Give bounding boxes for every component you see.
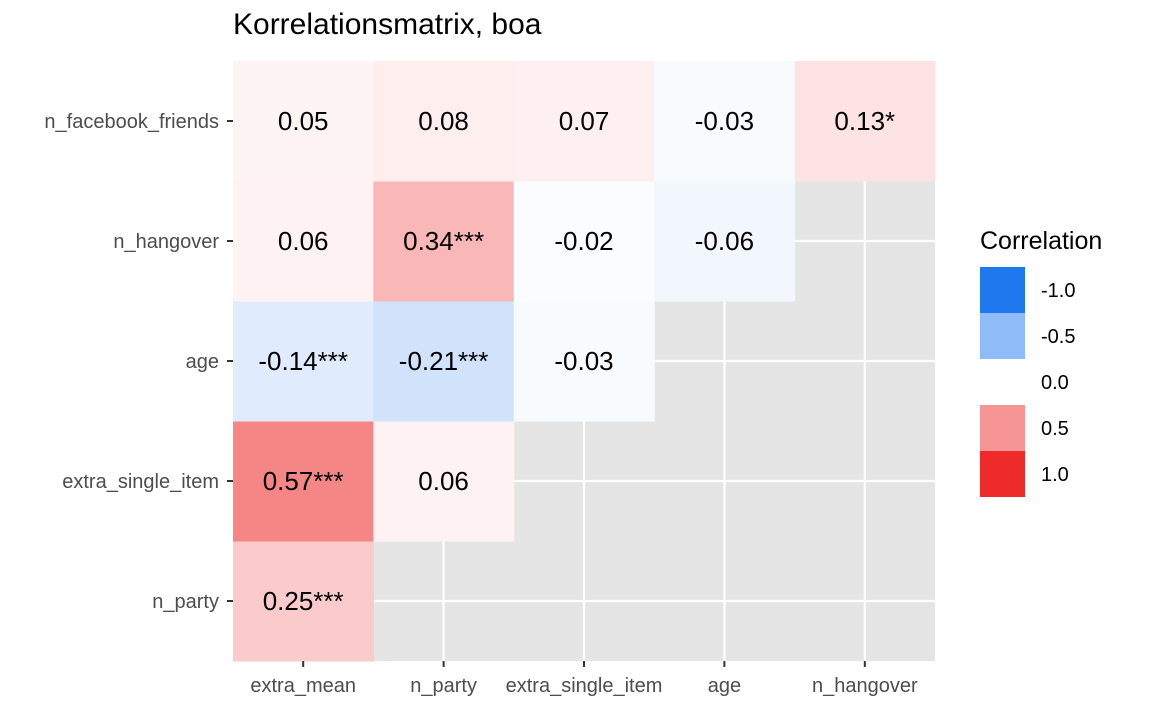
- y-axis-tick-label: n_facebook_friends: [44, 111, 219, 133]
- heatmap-cell: [233, 541, 374, 662]
- legend-key: [980, 313, 1025, 359]
- y-axis-tick-label: extra_single_item: [62, 471, 219, 493]
- cell-value-label: 0.06: [418, 466, 469, 496]
- x-axis-tick-label: age: [708, 675, 741, 697]
- cell-value-label: -0.06: [695, 226, 754, 256]
- cell-value-label: -0.03: [695, 106, 754, 136]
- cell-value-label: 0.08: [418, 106, 469, 136]
- legend-label: 0.0: [1041, 372, 1069, 394]
- legend-label: 1.0: [1041, 464, 1069, 486]
- heatmap-cell: [794, 61, 936, 182]
- y-axis-tick-label: age: [186, 351, 219, 373]
- cell-value-label: 0.06: [278, 226, 329, 256]
- x-axis-tick-label: extra_mean: [250, 675, 356, 697]
- x-axis-tick-label: n_party: [410, 675, 477, 697]
- cell-value-label: 0.34***: [403, 226, 484, 256]
- legend-key: [980, 267, 1025, 313]
- cell-value-label: -0.02: [554, 226, 613, 256]
- heatmap-cell: [513, 181, 655, 302]
- legend-key: [980, 359, 1025, 405]
- heatmap-cell: [373, 421, 515, 542]
- cell-labels: 0.25*** 0.57*** 0.06 -0.14*** -0.21*** -0.03 0…: [258, 106, 895, 616]
- heatmap-cell: [373, 181, 515, 302]
- heatmap-cell: [233, 181, 374, 302]
- cell-value-label: -0.03: [554, 346, 613, 376]
- cell-value-label: 0.05: [278, 106, 329, 136]
- heatmap-cell: [654, 61, 796, 182]
- legend-key: [980, 405, 1025, 451]
- cell-value-label: -0.14***: [258, 346, 348, 376]
- cell-value-label: -0.21***: [399, 346, 489, 376]
- heatmap-cell: [513, 61, 655, 182]
- heatmap-cell: [233, 421, 374, 542]
- cell-value-label: 0.13*: [834, 106, 895, 136]
- legend-key: [980, 451, 1025, 497]
- heatmap-cell: [373, 61, 515, 182]
- heatmap-cell: [513, 301, 655, 422]
- heatmap-cell: [373, 301, 515, 422]
- heatmap-cell: [233, 301, 374, 422]
- cell-value-label: 0.57***: [263, 466, 344, 496]
- cell-value-label: 0.25***: [263, 586, 344, 616]
- x-axis-tick-label: extra_single_item: [506, 675, 663, 697]
- legend-label: -1.0: [1041, 280, 1075, 302]
- legend: Correlation -1.0 -0.5 0.0 0.5 1.0: [980, 227, 1102, 497]
- heatmap-cell: [233, 61, 374, 182]
- heatmap-cells: [233, 61, 936, 662]
- legend-label: 0.5: [1041, 418, 1069, 440]
- y-axis-tick-label: n_party: [152, 591, 219, 613]
- y-axis-tick-label: n_hangover: [113, 231, 219, 253]
- legend-title: Correlation: [980, 227, 1102, 255]
- chart-title: Korrelationsmatrix, boa: [233, 8, 542, 41]
- legend-label: -0.5: [1041, 326, 1075, 348]
- heatmap-cell: [654, 181, 796, 302]
- x-axis-tick-label: n_hangover: [812, 675, 918, 697]
- axes: extra_mean n_party extra_single_item age n_h…: [44, 111, 918, 697]
- cell-value-label: 0.07: [559, 106, 610, 136]
